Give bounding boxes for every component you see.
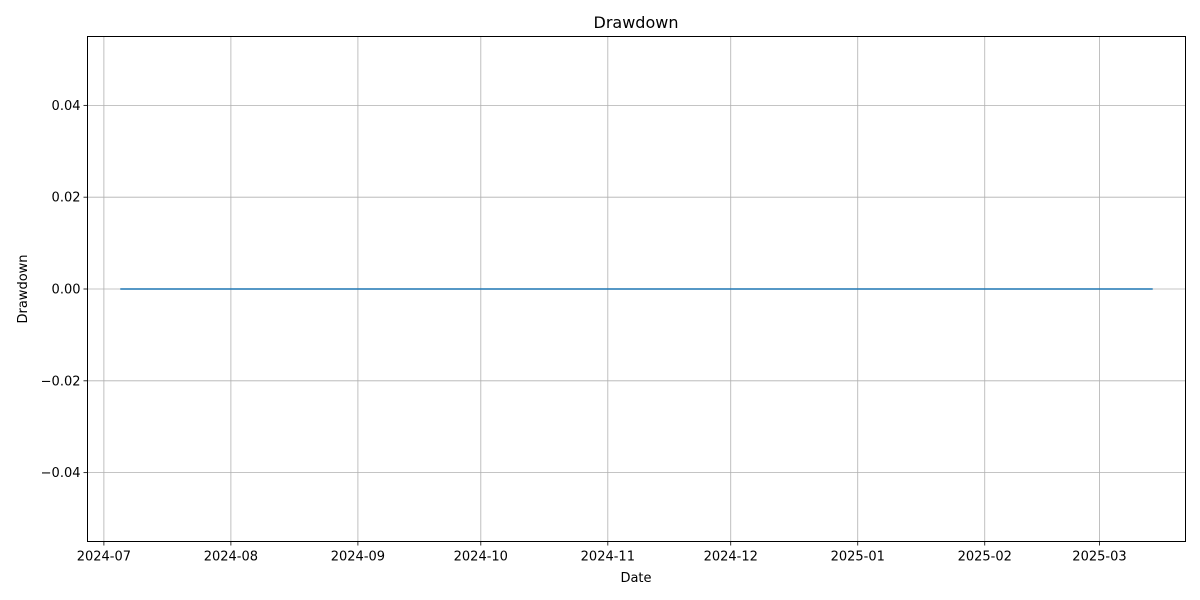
x-tick-label: 2024-10 xyxy=(454,550,508,565)
chart-title: Drawdown xyxy=(594,13,679,32)
y-tick-label: 0.00 xyxy=(52,283,81,298)
y-axis: −0.04 −0.02 0.00 0.02 0.04 xyxy=(41,99,88,481)
x-tick-label: 2025-03 xyxy=(1072,550,1126,565)
x-tick-label: 2024-11 xyxy=(581,550,635,565)
x-tick-label: 2025-01 xyxy=(831,550,885,565)
x-tick-label: 2024-08 xyxy=(204,550,258,565)
x-tick-label: 2024-07 xyxy=(77,550,131,565)
y-tick-label: 0.02 xyxy=(52,191,81,206)
y-tick-label: −0.04 xyxy=(41,466,81,481)
x-tick-label: 2024-09 xyxy=(331,550,385,565)
y-tick-label: −0.02 xyxy=(41,374,81,389)
y-axis-label: Drawdown xyxy=(16,254,31,323)
x-tick-label: 2025-02 xyxy=(958,550,1012,565)
x-axis: 2024-07 2024-08 2024-09 2024-10 2024-11 2024-… xyxy=(77,541,1127,565)
x-axis-label: Date xyxy=(620,571,651,586)
x-tick-label: 2024-12 xyxy=(704,550,758,565)
y-tick-label: 0.04 xyxy=(52,99,81,114)
